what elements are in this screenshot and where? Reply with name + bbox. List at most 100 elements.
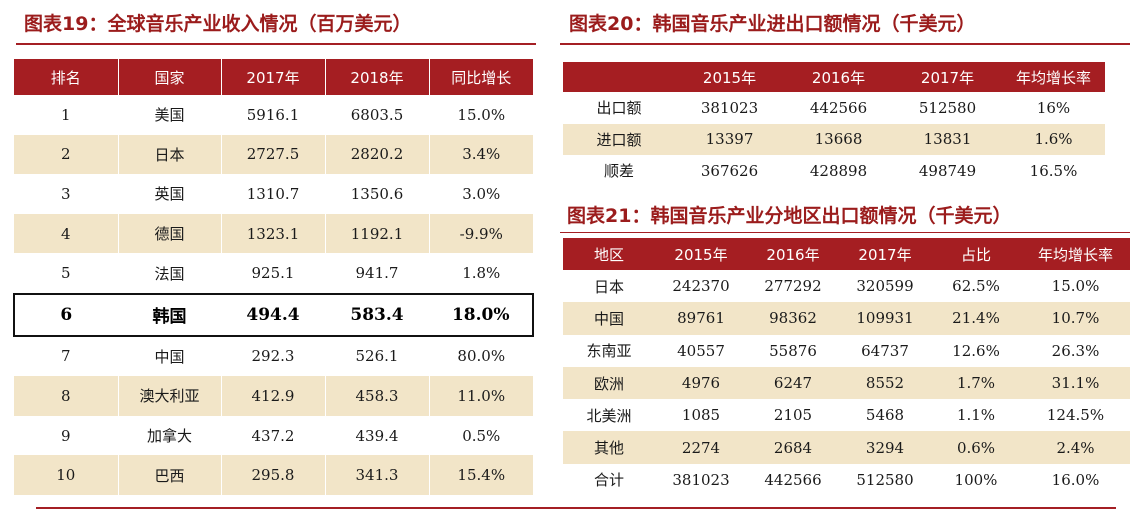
value-cell: 1310.7 — [221, 174, 326, 214]
region-cell: 欧洲 — [563, 366, 655, 400]
growth-cell: 26.3% — [1051, 341, 1100, 360]
rank-cell: 8 — [14, 376, 119, 416]
country-cell: 中国 — [118, 335, 222, 377]
share-cell: 62.5% — [952, 277, 1000, 296]
rank-cell: 10 — [14, 455, 119, 495]
fig19-header-cell: 同比增长 — [429, 59, 533, 95]
share-cell: 12.6% — [952, 341, 1000, 360]
fig21-header-cell: 占比 — [931, 238, 1021, 270]
table-row: 8 澳大利亚 412.9 458.3 11.0% — [14, 376, 533, 416]
value-cell: 442566 — [764, 470, 822, 489]
share-cell: 1.1% — [956, 406, 996, 425]
table-row: 中国 89761 98362 109931 21.4% 10.7% — [563, 302, 1130, 335]
rank-cell: 2 — [14, 134, 119, 175]
growth-cell: 1.8% — [462, 264, 501, 283]
fig21-title: 图表21：韩国音乐产业分地区出口额情况（千美元） — [567, 205, 1012, 227]
value-cell: 5468 — [865, 406, 905, 425]
value-cell: 13397 — [675, 123, 784, 155]
value-cell: 2274 — [655, 431, 747, 464]
rank-cell: 9 — [14, 415, 119, 456]
value-cell: 498749 — [918, 161, 977, 180]
value-cell: 1350.6 — [325, 174, 430, 214]
fig21-header-cell: 2015年 — [655, 238, 747, 270]
table-row: 顺差 367626 428898 498749 16.5% — [563, 155, 1105, 187]
fig20-title: 图表20：韩国音乐产业进出口额情况（千美元） — [569, 13, 976, 35]
country-cell: 德国 — [118, 213, 222, 254]
page-bottom-rule — [36, 507, 1116, 509]
value-cell: 512580 — [856, 470, 914, 489]
value-cell: 55876 — [769, 341, 817, 360]
fig20-title-rule — [560, 43, 1130, 45]
growth-cell: 2.4% — [1021, 431, 1130, 464]
table-row-total: 合计 381023 442566 512580 100% 16.0% — [563, 464, 1130, 496]
growth-cell: 15.0% — [457, 105, 506, 124]
value-cell: 320599 — [856, 277, 914, 296]
value-cell: 367626 — [700, 161, 759, 180]
rank-cell: 7 — [14, 335, 119, 377]
value-cell: 6803.5 — [325, 95, 430, 135]
value-cell: 442566 — [809, 98, 868, 117]
value-cell: 1323.1 — [221, 213, 326, 254]
category-cell: 出口额 — [596, 99, 642, 118]
fig20-header-cell: 2016年 — [784, 62, 893, 92]
value-cell: 109931 — [839, 302, 931, 335]
rank-cell: 5 — [14, 253, 119, 294]
value-cell: 295.8 — [221, 455, 326, 495]
table-row: 出口额 381023 442566 512580 16% — [563, 92, 1105, 124]
value-cell: 3294 — [839, 431, 931, 464]
value-cell: 277292 — [764, 277, 822, 296]
value-cell: 2684 — [747, 431, 839, 464]
fig21-header-row: 地区 2015年 2016年 2017年 占比 年均增长率 — [563, 238, 1130, 270]
highlighted-row-korea: 6 韩国 494.4 583.4 18.0% — [13, 292, 534, 337]
value-cell: 13831 — [893, 123, 1002, 155]
value-cell: 2727.5 — [221, 134, 326, 175]
growth-cell: -9.9% — [429, 213, 533, 254]
country-cell: 日本 — [118, 134, 222, 175]
country-cell: 美国 — [118, 95, 222, 135]
region-cell: 日本 — [593, 277, 624, 296]
country-cell: 巴西 — [118, 455, 222, 495]
country-cell: 英国 — [118, 174, 222, 214]
fig20-header-cell — [563, 62, 675, 92]
table-row: 5 法国 925.1 941.7 1.8% — [14, 253, 533, 294]
growth-cell: 16.5% — [1029, 161, 1078, 180]
value-cell: 4976 — [655, 366, 747, 400]
fig21-header-cell: 地区 — [563, 238, 655, 270]
fig20-header-cell: 2015年 — [675, 62, 784, 92]
table-row: 1 美国 5916.1 6803.5 15.0% — [14, 95, 533, 135]
value-cell: 2105 — [773, 406, 813, 425]
fig19-table: 排名 国家 2017年 2018年 同比增长 1 美国 5916.1 6803.… — [13, 59, 534, 495]
value-cell: 458.3 — [325, 376, 430, 416]
fig19-title-rule — [16, 43, 536, 45]
category-cell: 顺差 — [603, 162, 634, 181]
country-cell: 澳大利亚 — [118, 376, 222, 416]
country-cell: 韩国 — [118, 292, 222, 337]
rank-cell: 1 — [14, 95, 119, 135]
value-cell: 242370 — [672, 277, 730, 296]
value-cell: 89761 — [655, 302, 747, 335]
table-row: 2 日本 2727.5 2820.2 3.4% — [14, 134, 533, 175]
value-cell: 341.3 — [325, 455, 430, 495]
table-row: 日本 242370 277292 320599 62.5% 15.0% — [563, 270, 1130, 302]
value-cell: 98362 — [747, 302, 839, 335]
fig20-header-row: 2015年 2016年 2017年 年均增长率 — [563, 62, 1105, 92]
share-cell: 21.4% — [931, 302, 1021, 335]
growth-cell: 10.7% — [1021, 302, 1130, 335]
fig21-header-cell: 年均增长率 — [1021, 238, 1130, 270]
table-row: 9 加拿大 437.2 439.4 0.5% — [14, 415, 533, 456]
value-cell: 13668 — [784, 123, 893, 155]
value-cell: 526.1 — [325, 335, 430, 377]
rank-cell: 3 — [14, 174, 119, 214]
table-row: 东南亚 40557 55876 64737 12.6% 26.3% — [563, 335, 1130, 367]
value-cell: 439.4 — [325, 415, 430, 456]
table-row: 10 巴西 295.8 341.3 15.4% — [14, 455, 533, 495]
fig19-header-row: 排名 国家 2017年 2018年 同比增长 — [14, 59, 533, 95]
fig19-header-cell: 2017年 — [221, 59, 326, 95]
fig21-title-rule — [560, 232, 1130, 233]
share-cell: 100% — [954, 470, 998, 489]
fig19-header-cell: 2018年 — [325, 59, 430, 95]
value-cell: 494.4 — [221, 292, 326, 337]
region-cell: 东南亚 — [586, 342, 632, 361]
category-cell: 进口额 — [563, 123, 675, 155]
fig19-header-cell: 排名 — [14, 59, 119, 95]
